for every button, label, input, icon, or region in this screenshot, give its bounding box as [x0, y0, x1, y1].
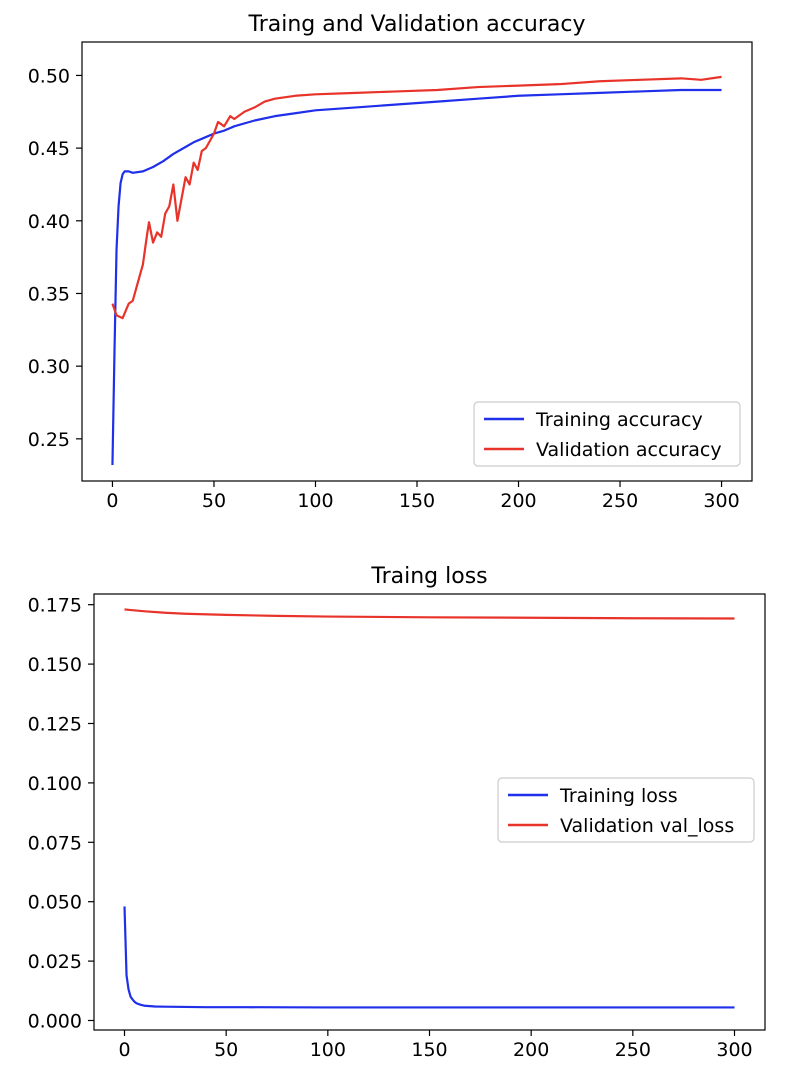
- x-tick-label: 50: [214, 1039, 238, 1061]
- x-tick-label: 250: [602, 490, 638, 512]
- y-tick-label: 0.25: [28, 429, 70, 451]
- legend-label: Training loss: [559, 785, 678, 807]
- x-tick-label: 0: [118, 1039, 130, 1061]
- x-tick-label: 0: [106, 490, 118, 512]
- y-tick-label: 0.050: [28, 892, 82, 914]
- y-tick-label: 0.50: [28, 65, 70, 87]
- series-line-training-loss: [123, 906, 735, 1009]
- chart-2: Traing loss 0 50 100 150 200 250 300 0.000 0.025 0…: [28, 564, 766, 1061]
- chart-1: Traing and Validation accuracy 0 50 100 150 2…: [28, 12, 753, 512]
- legend-box: [473, 401, 741, 467]
- y-tick-label: 0.40: [28, 211, 70, 233]
- series-line-validation-val-loss: [124, 608, 735, 620]
- y-tick-label: 0.000: [28, 1010, 82, 1032]
- legend-label: Training accuracy: [535, 409, 703, 431]
- y-tick-label: 0.075: [28, 832, 82, 854]
- legend-box: [497, 777, 755, 843]
- x-tick-label: 250: [615, 1039, 651, 1061]
- y-tick-label: 0.025: [28, 951, 82, 973]
- y-tick-label: 0.35: [28, 283, 70, 305]
- x-tick-label: 300: [716, 1039, 752, 1061]
- legend: Training loss Validation val_loss: [497, 777, 755, 843]
- x-tick-label: 200: [513, 1039, 549, 1061]
- y-tick-label: 0.100: [28, 773, 82, 795]
- x-tick-label: 100: [297, 490, 333, 512]
- chart-title: Traing loss: [370, 564, 487, 589]
- y-tick-label: 0.125: [28, 713, 82, 735]
- chart-title: Traing and Validation accuracy: [247, 12, 585, 37]
- y-tick-label: 0.175: [28, 595, 82, 617]
- y-tick-label: 0.150: [28, 654, 82, 676]
- x-tick-label: 300: [703, 490, 739, 512]
- x-tick-label: 150: [411, 1039, 447, 1061]
- x-tick-label: 150: [399, 490, 435, 512]
- x-tick-label: 100: [310, 1039, 346, 1061]
- y-tick-label: 0.45: [28, 138, 70, 160]
- legend: Training accuracy Validation accuracy: [473, 401, 741, 467]
- x-tick-label: 200: [500, 490, 536, 512]
- series-line-validation-accuracy: [111, 75, 722, 320]
- legend-label: Validation accuracy: [536, 439, 722, 461]
- x-tick-label: 50: [202, 490, 226, 512]
- y-tick-label: 0.30: [28, 356, 70, 378]
- legend-label: Validation val_loss: [560, 815, 734, 837]
